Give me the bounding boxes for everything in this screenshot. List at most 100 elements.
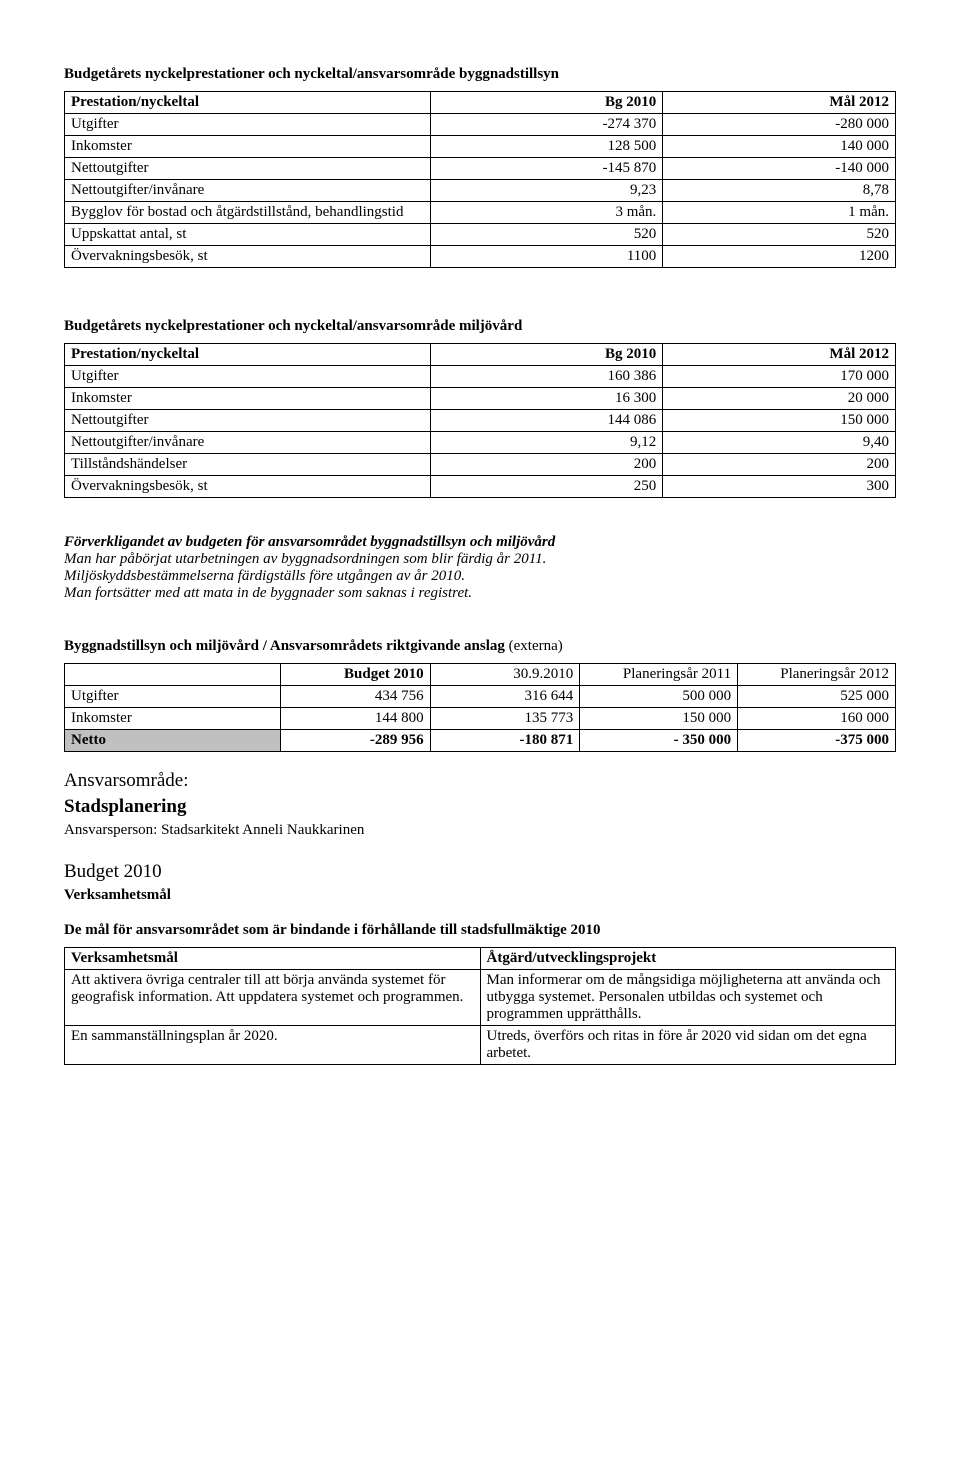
header-cell: Verksamhetsmål [65, 948, 481, 970]
header-cell: Bg 2010 [430, 344, 663, 366]
header-cell: Prestation/nyckeltal [65, 92, 431, 114]
cell: 16 300 [430, 388, 663, 410]
header-cell: Prestation/nyckeltal [65, 344, 431, 366]
table-row: Tillståndshändelser200200 [65, 454, 896, 476]
cell: Utgifter [65, 686, 281, 708]
table-row: Inkomster16 30020 000 [65, 388, 896, 410]
table-row: Övervakningsbesök, st250300 [65, 476, 896, 498]
cell: 20 000 [663, 388, 896, 410]
section3-title: Byggnadstillsyn och miljövård / Ansvarso… [64, 638, 896, 655]
realization-block: Förverkligandet av budgeten för ansvarso… [64, 534, 896, 602]
table-row: En sammanställningsplan år 2020. Utreds,… [65, 1026, 896, 1065]
table-row: Bygglov för bostad och åtgärdstillstånd,… [65, 202, 896, 224]
cell: Utgifter [65, 114, 431, 136]
cell: 434 756 [281, 686, 431, 708]
cell: 170 000 [663, 366, 896, 388]
cell: 144 800 [281, 708, 431, 730]
cell: 160 386 [430, 366, 663, 388]
table-header-row: Verksamhetsmål Åtgärd/utvecklingsprojekt [65, 948, 896, 970]
cell: 9,23 [430, 180, 663, 202]
header-cell: Planeringsår 2011 [580, 664, 738, 686]
cell: -280 000 [663, 114, 896, 136]
budget-title: Budget 2010 [64, 861, 896, 883]
cell: 3 mån. [430, 202, 663, 224]
table-row: Nettoutgifter/invånare9,238,78 [65, 180, 896, 202]
realization-title: Förverkligandet av budgeten för ansvarso… [64, 534, 555, 550]
cell: Netto [65, 730, 281, 752]
header-cell: 30.9.2010 [430, 664, 580, 686]
cell: Utgifter [65, 366, 431, 388]
cell: Nettoutgifter [65, 158, 431, 180]
table-header-row: Prestation/nyckeltal Bg 2010 Mål 2012 [65, 92, 896, 114]
cell: 250 [430, 476, 663, 498]
cell: 1 mån. [663, 202, 896, 224]
cell: Övervakningsbesök, st [65, 476, 431, 498]
cell: Bygglov för bostad och åtgärdstillstånd,… [65, 202, 431, 224]
area-name: Stadsplanering [64, 796, 896, 818]
table-miljovard: Prestation/nyckeltal Bg 2010 Mål 2012 Ut… [64, 343, 896, 498]
table-byggnadstillsyn: Prestation/nyckeltal Bg 2010 Mål 2012 Ut… [64, 91, 896, 268]
table-verksamhetsmal: Verksamhetsmål Åtgärd/utvecklingsprojekt… [64, 947, 896, 1065]
cell: Nettoutgifter/invånare [65, 180, 431, 202]
cell: 9,40 [663, 432, 896, 454]
cell: Tillståndshändelser [65, 454, 431, 476]
table-row: Uppskattat antal, st520520 [65, 224, 896, 246]
cell: -180 871 [430, 730, 580, 752]
cell: 200 [663, 454, 896, 476]
cell: Utreds, överförs och ritas in före år 20… [480, 1026, 896, 1065]
header-cell: Planeringsår 2012 [738, 664, 896, 686]
section2-title: Budgetårets nyckelprestationer och nycke… [64, 318, 896, 335]
cell: Övervakningsbesök, st [65, 246, 431, 268]
cell: 160 000 [738, 708, 896, 730]
table-row-netto: Netto -289 956 -180 871 - 350 000 -375 0… [65, 730, 896, 752]
cell: Nettoutgifter/invånare [65, 432, 431, 454]
cell: 316 644 [430, 686, 580, 708]
table-row: Att aktivera övriga centraler till att b… [65, 970, 896, 1026]
table-row: Inkomster 144 800 135 773 150 000 160 00… [65, 708, 896, 730]
cell: 525 000 [738, 686, 896, 708]
table-header-row: Budget 2010 30.9.2010 Planeringsår 2011 … [65, 664, 896, 686]
cell: -274 370 [430, 114, 663, 136]
cell: - 350 000 [580, 730, 738, 752]
header-cell [65, 664, 281, 686]
table-row: Nettoutgifter/invånare9,129,40 [65, 432, 896, 454]
cell: -145 870 [430, 158, 663, 180]
table-header-row: Prestation/nyckeltal Bg 2010 Mål 2012 [65, 344, 896, 366]
cell: 135 773 [430, 708, 580, 730]
cell: 520 [430, 224, 663, 246]
cell: Att aktivera övriga centraler till att b… [65, 970, 481, 1026]
budget-binding: De mål för ansvarsområdet som är bindand… [64, 922, 896, 939]
cell: Nettoutgifter [65, 410, 431, 432]
cell: Inkomster [65, 136, 431, 158]
cell: Uppskattat antal, st [65, 224, 431, 246]
cell: 144 086 [430, 410, 663, 432]
cell: En sammanställningsplan år 2020. [65, 1026, 481, 1065]
header-cell: Mål 2012 [663, 344, 896, 366]
cell: Man informerar om de mångsidiga möjlighe… [480, 970, 896, 1026]
section3-title-text: Byggnadstillsyn och miljövård / Ansvarso… [64, 638, 505, 654]
table-row: Utgifter 434 756 316 644 500 000 525 000 [65, 686, 896, 708]
cell: 128 500 [430, 136, 663, 158]
cell: 140 000 [663, 136, 896, 158]
realization-line: Man har påbörjat utarbetningen av byggna… [64, 551, 546, 567]
table-row: Nettoutgifter-145 870-140 000 [65, 158, 896, 180]
header-cell: Mål 2012 [663, 92, 896, 114]
cell: 9,12 [430, 432, 663, 454]
cell: Inkomster [65, 708, 281, 730]
cell: 8,78 [663, 180, 896, 202]
cell: -289 956 [281, 730, 431, 752]
cell: 520 [663, 224, 896, 246]
cell: 200 [430, 454, 663, 476]
cell: -140 000 [663, 158, 896, 180]
table-row: Nettoutgifter144 086150 000 [65, 410, 896, 432]
header-cell: Åtgärd/utvecklingsprojekt [480, 948, 896, 970]
realization-line: Man fortsätter med att mata in de byggna… [64, 585, 472, 601]
realization-line: Miljöskyddsbestämmelserna färdigställs f… [64, 568, 465, 584]
header-cell: Budget 2010 [281, 664, 431, 686]
cell: 1200 [663, 246, 896, 268]
cell: Inkomster [65, 388, 431, 410]
table-row: Utgifter160 386170 000 [65, 366, 896, 388]
cell: 300 [663, 476, 896, 498]
table-row: Utgifter-274 370-280 000 [65, 114, 896, 136]
cell: -375 000 [738, 730, 896, 752]
